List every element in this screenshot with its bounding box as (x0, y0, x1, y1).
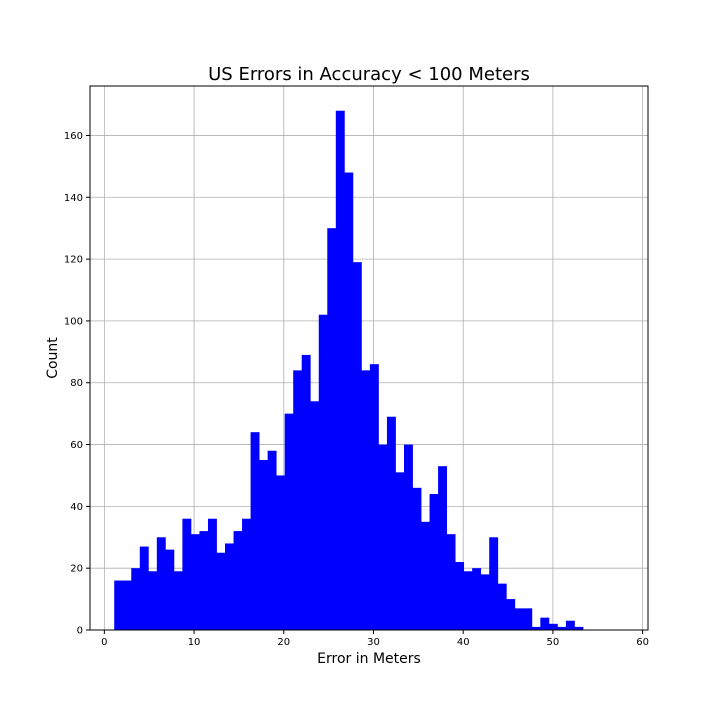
histogram-bar (361, 370, 371, 630)
histogram-bar (497, 583, 507, 630)
histogram-bar (548, 623, 558, 630)
histogram-bar (421, 521, 430, 630)
y-tick-label: 140 (64, 193, 83, 204)
plot-frame (89, 85, 649, 631)
x-tick-label: 0 (101, 637, 107, 648)
histogram-bar (199, 531, 209, 630)
histogram-bar (455, 562, 465, 630)
histogram-bar (182, 518, 192, 630)
histogram-bar (565, 620, 575, 630)
histogram-bar (557, 626, 567, 630)
histogram-bar (156, 537, 166, 630)
histogram-bar (531, 626, 541, 630)
histogram-bar (318, 314, 328, 630)
histogram-bar (165, 549, 175, 630)
histogram-bar (378, 444, 388, 630)
histogram-bar (335, 110, 345, 630)
y-tick-label: 120 (64, 255, 83, 266)
x-axis-ticks: 0 10 20 30 40 50 60 (101, 630, 649, 648)
x-tick-label: 20 (277, 637, 290, 648)
x-tick-label: 60 (636, 637, 649, 648)
y-tick-label: 60 (70, 440, 83, 451)
histogram-bar (395, 472, 405, 630)
histogram-bar (472, 568, 482, 630)
histogram-bar (139, 546, 149, 630)
y-axis-label: Count (45, 337, 61, 379)
histogram-bar (233, 531, 243, 630)
histogram-bar (190, 534, 200, 630)
histogram-bar (540, 617, 550, 630)
histogram-bar (369, 364, 379, 630)
histogram-bar (480, 574, 490, 630)
x-tick-label: 10 (188, 637, 201, 648)
y-tick-label: 80 (70, 378, 83, 389)
histogram-bar (114, 580, 124, 630)
histogram-bar (438, 466, 447, 630)
histogram-bar (173, 571, 183, 630)
histogram-bar (242, 518, 251, 630)
histogram-bar (412, 487, 422, 630)
y-tick-label: 160 (64, 131, 83, 142)
y-tick-label: 40 (70, 502, 83, 513)
x-tick-label: 30 (367, 637, 380, 648)
y-axis-ticks: 0 20 40 60 80 100 120 140 160 (64, 131, 90, 637)
histogram-bar (131, 568, 141, 630)
histogram-bar (250, 432, 260, 630)
chart-title: US Errors in Accuracy < 100 Meters (208, 64, 530, 85)
y-tick-label: 100 (64, 316, 83, 327)
histogram-bar (514, 608, 524, 630)
histogram-bar (344, 172, 354, 630)
histogram-bar (327, 228, 337, 630)
x-tick-label: 40 (457, 637, 470, 648)
histogram-bar (574, 626, 584, 630)
histogram-bar (386, 416, 396, 630)
x-axis-label: Error in Meters (317, 651, 421, 667)
histogram-bar (148, 571, 158, 630)
bars (114, 110, 584, 630)
histogram-bar (293, 370, 303, 630)
histogram-bar (352, 262, 362, 630)
histogram-bar (267, 450, 277, 630)
x-tick-label: 50 (547, 637, 560, 648)
histogram-bar (489, 537, 499, 630)
histogram-bar (463, 571, 473, 630)
histogram-bar (429, 494, 439, 630)
histogram-bar (506, 599, 516, 630)
histogram-bar (301, 354, 311, 630)
histogram-bar (523, 608, 533, 630)
histogram-bar (403, 444, 413, 630)
histogram-bar (284, 413, 294, 630)
histogram-bar (122, 580, 132, 630)
histogram-bar (259, 460, 269, 630)
histogram-bar (225, 543, 234, 630)
y-tick-label: 20 (70, 564, 83, 575)
histogram-bar (446, 534, 456, 630)
histogram-bar (276, 475, 286, 630)
histogram-bar (207, 518, 217, 630)
histogram-bar (310, 401, 320, 630)
y-tick-label: 0 (77, 626, 83, 637)
histogram-bar (216, 552, 226, 630)
